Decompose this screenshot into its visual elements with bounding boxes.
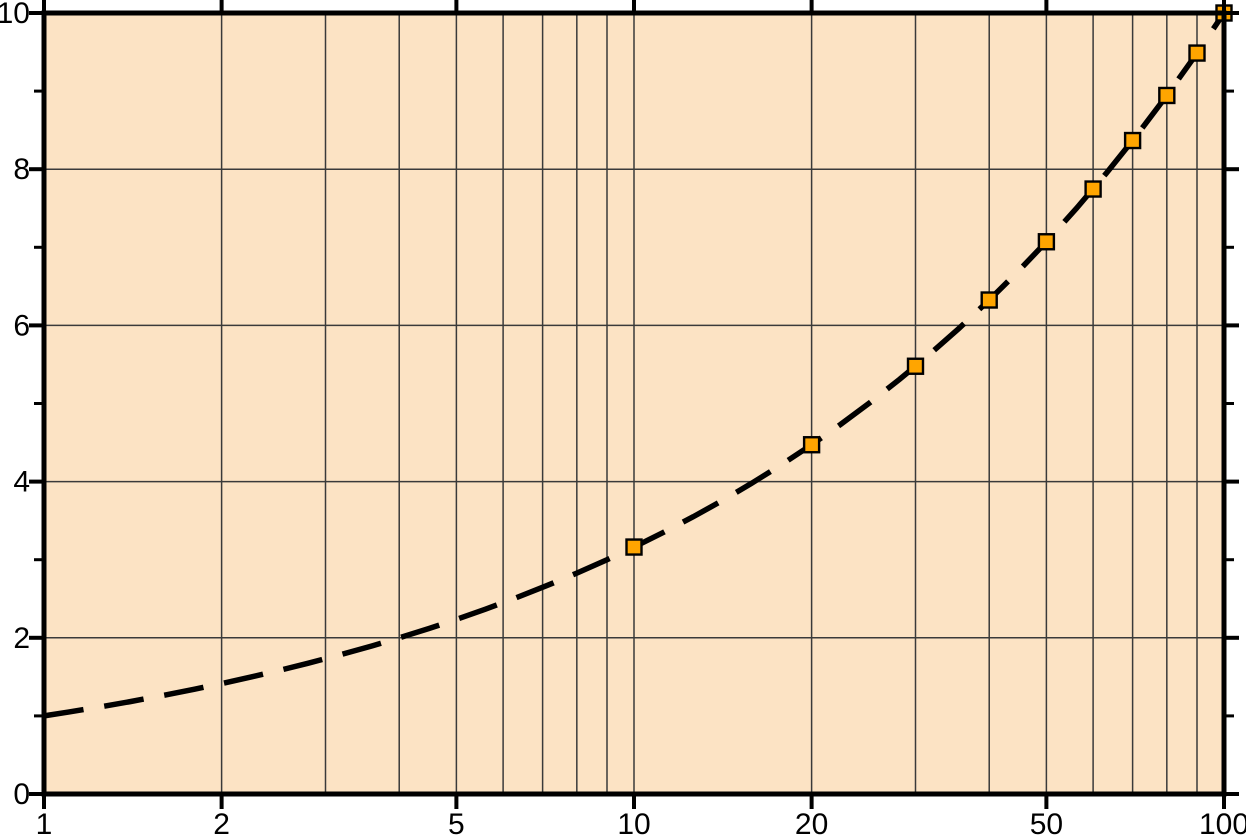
data-point-marker [802, 436, 821, 454]
x-tick-label: 2 [213, 808, 230, 836]
y-tick-label: 4 [13, 466, 30, 499]
data-point-marker [625, 538, 643, 556]
data-point-markers [625, 4, 1233, 556]
y-tick-label: 2 [13, 622, 30, 655]
x-tick-label: 100 [1199, 808, 1246, 836]
data-point-marker [980, 291, 998, 309]
x-tick-label: 20 [795, 808, 828, 836]
x-tick-label: 10 [617, 808, 650, 836]
y-tick-label: 10 [0, 0, 30, 30]
y-tick-label: 6 [13, 309, 30, 342]
y-tick-labels: 0 2 4 6 8 10 [0, 0, 30, 811]
gridlines [44, 13, 1224, 794]
x-tick-label: 50 [1030, 808, 1063, 836]
x-tick-label: 5 [448, 808, 465, 836]
x-tick-labels: 1 2 5 10 20 50 100 [36, 808, 1246, 836]
axis-ticks [29, 0, 1239, 809]
data-point-marker [1158, 86, 1176, 105]
data-point-marker [1123, 131, 1142, 150]
data-point-marker [1084, 180, 1102, 198]
y-tick-label: 8 [13, 153, 30, 186]
x-tick-label: 1 [36, 808, 53, 836]
frame-rect [41, 10, 1227, 797]
y-tick-label: 0 [13, 778, 30, 811]
data-point-marker [906, 357, 925, 375]
plot-frame [41, 10, 1227, 797]
data-point-marker [1188, 44, 1206, 62]
data-point-marker [1037, 233, 1056, 251]
